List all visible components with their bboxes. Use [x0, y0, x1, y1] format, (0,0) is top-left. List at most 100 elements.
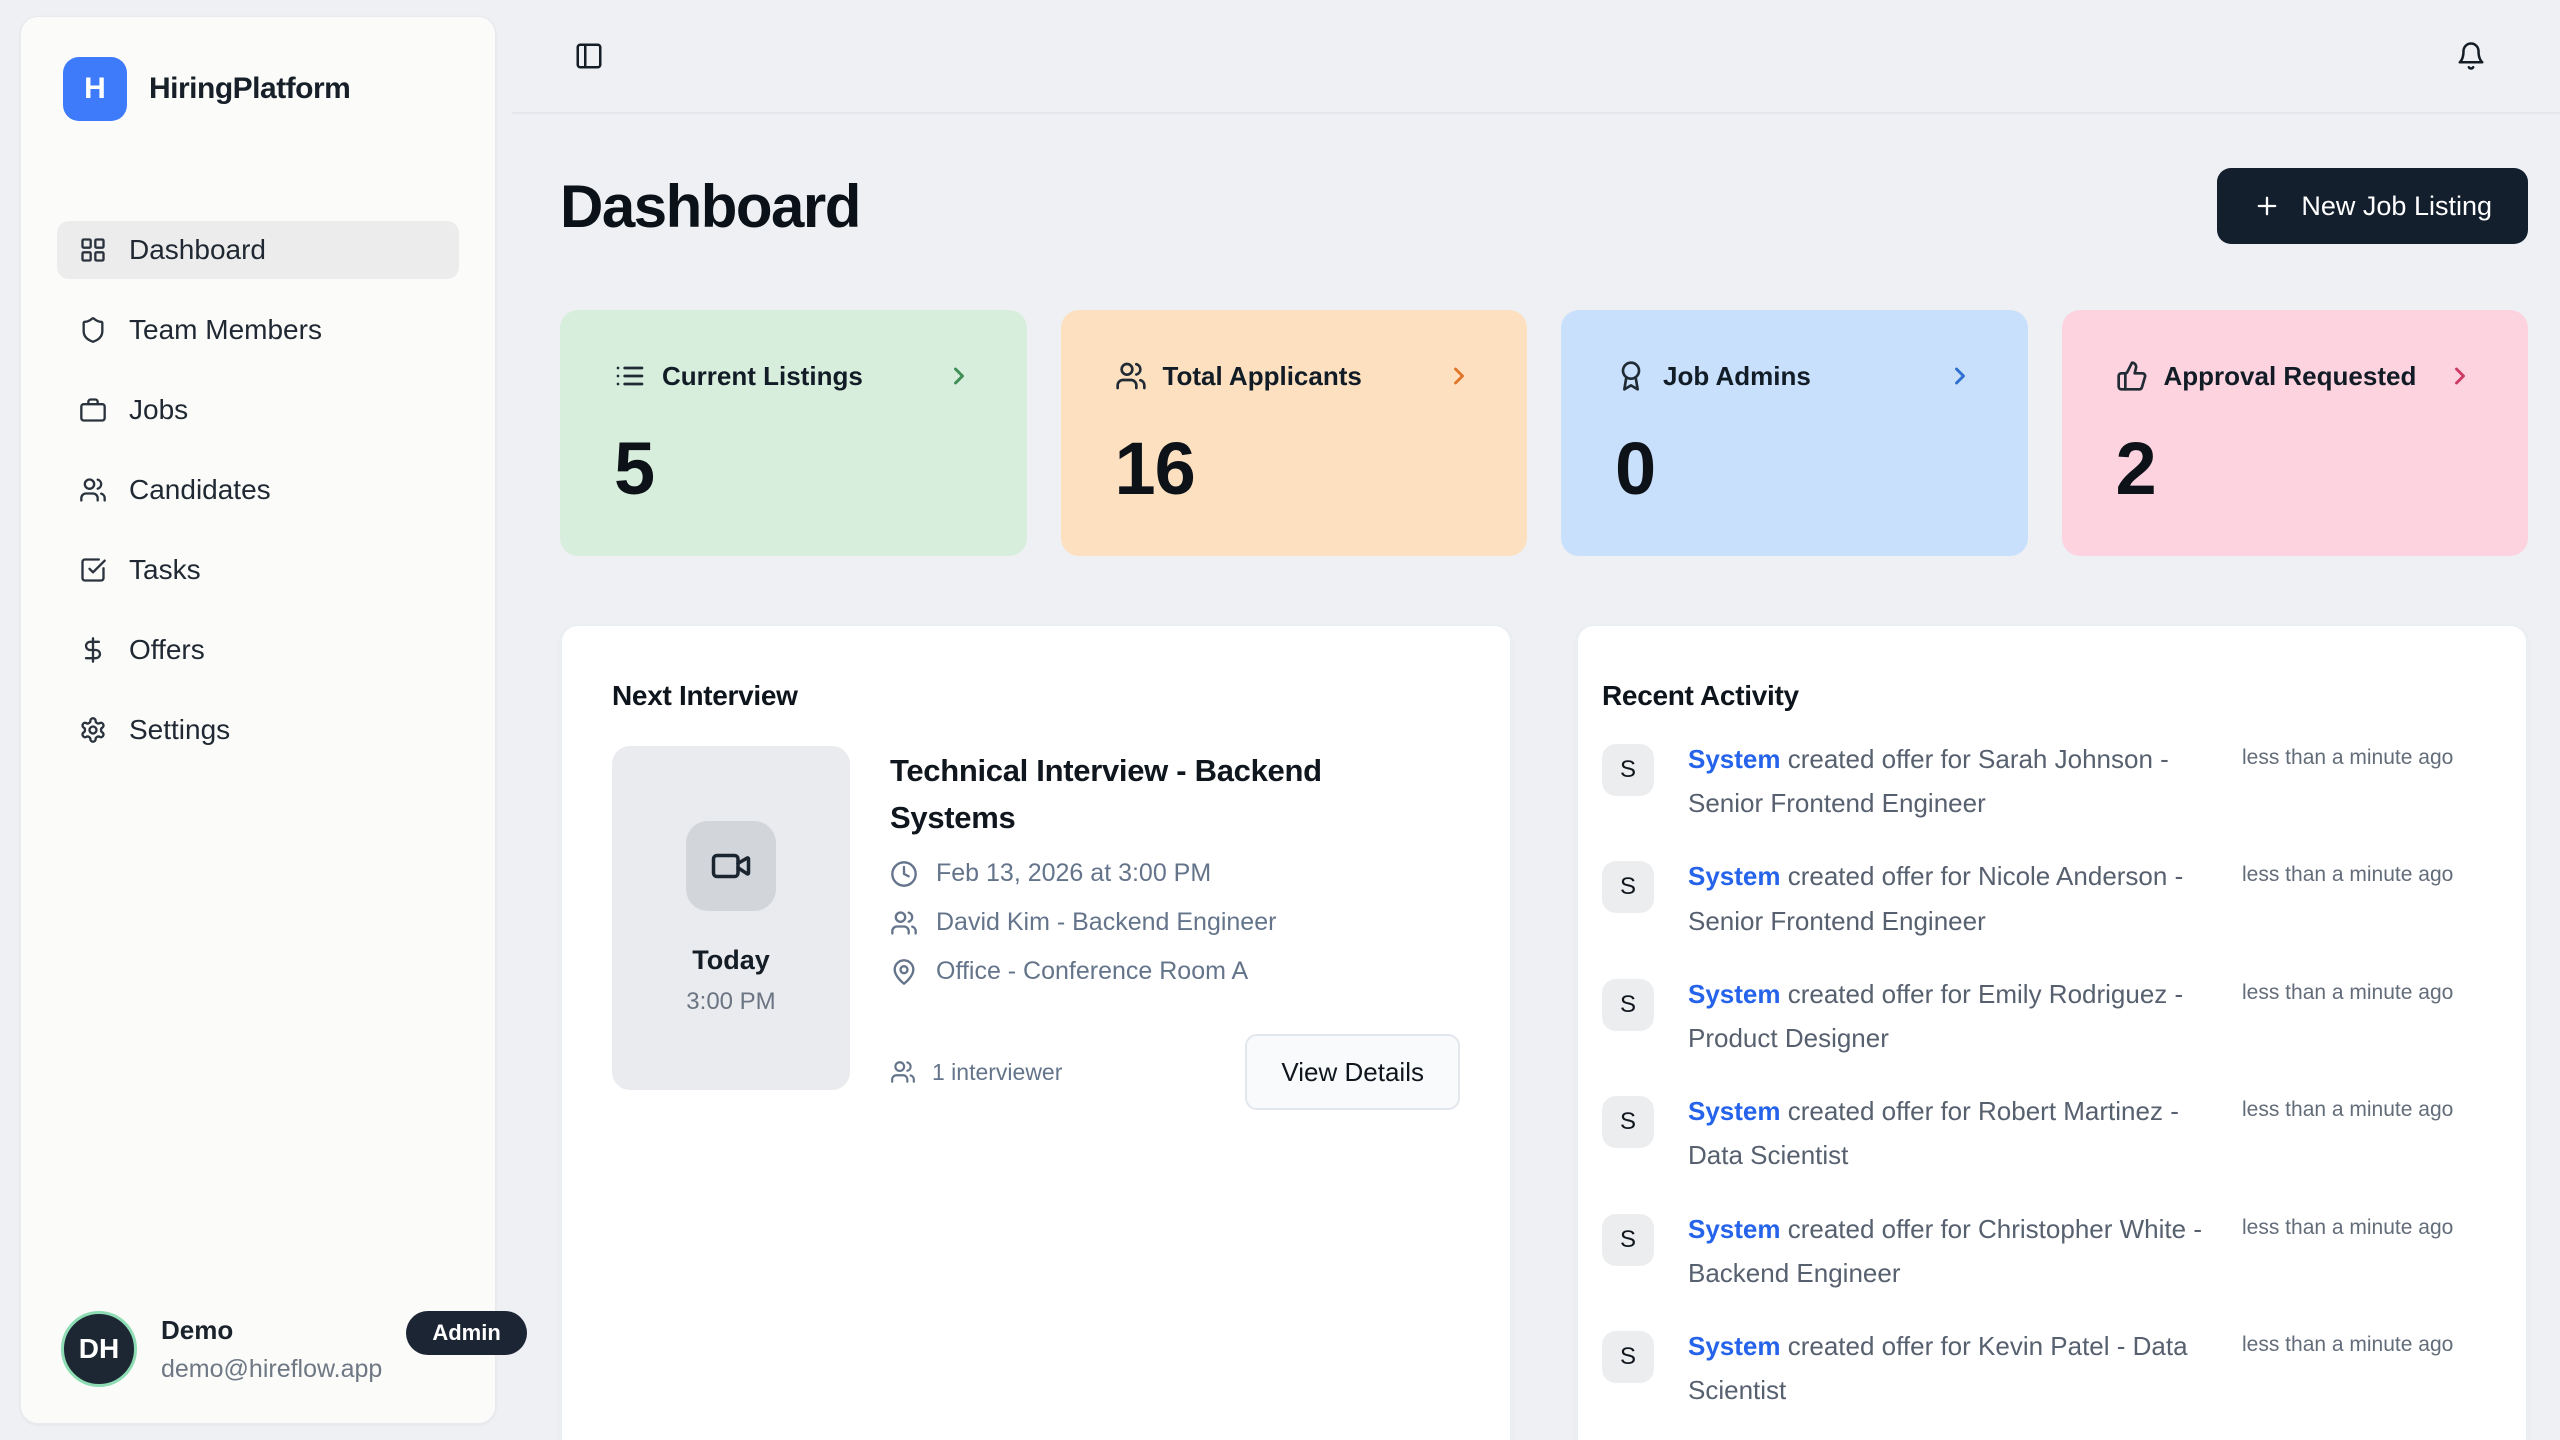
activity-avatar: S [1602, 861, 1654, 914]
chevron-right-icon [1946, 362, 1974, 390]
activity-avatar: S [1602, 1213, 1654, 1266]
activity-avatar: S [1602, 1096, 1654, 1149]
activity-actor-link[interactable]: System [1688, 1330, 1781, 1361]
chevron-right-icon [1445, 362, 1473, 390]
activity-timestamp: less than a minute ago [2242, 980, 2454, 1004]
sidebar-item-label: Tasks [129, 554, 201, 585]
sidebar-item[interactable]: Dashboard [57, 221, 459, 279]
interview-candidate-row: David Kim - Backend Engineer [890, 908, 1460, 937]
sidebar-item-label: Jobs [129, 394, 189, 425]
app-name: HiringPlatform [149, 72, 351, 105]
stat-card[interactable]: Current Listings 5 [560, 310, 1027, 556]
dashboard-content: Dashboard New Job Listing Current Listin… [512, 114, 2560, 1440]
activity-text: System created offer for Christopher Whi… [1688, 1213, 2202, 1288]
interview-date-panel: Today 3:00 PM [612, 746, 850, 1090]
activity-timestamp: less than a minute ago [2242, 1332, 2454, 1356]
stat-card[interactable]: Approval Requested 2 [2061, 310, 2528, 556]
dollar-sign-icon [79, 636, 107, 664]
activity-list: S System created offer for Sarah Johnson… [1602, 744, 2502, 1412]
stat-value: 0 [1615, 427, 1656, 510]
map-pin-icon [890, 958, 918, 986]
sidebar-item[interactable]: Tasks [57, 541, 459, 599]
stat-value: 5 [614, 427, 655, 510]
activity-actor-link[interactable]: System [1688, 1096, 1781, 1127]
activity-item: S System created offer for Sarah Johnson… [1602, 744, 2502, 825]
brand: H HiringPlatform [57, 57, 459, 121]
sidebar-item-label: Dashboard [129, 234, 266, 265]
activity-actor-link[interactable]: System [1688, 1213, 1781, 1244]
stat-label: Current Listings [662, 360, 863, 391]
activity-item: S System created offer for Robert Martin… [1602, 1096, 2502, 1177]
sidebar-item[interactable]: Offers [57, 621, 459, 679]
recent-activity-card: Recent Activity S System created offer f… [1576, 624, 2528, 1440]
activity-item: S System created offer for Emily Rodrigu… [1602, 978, 2502, 1060]
view-details-button[interactable]: View Details [1245, 1034, 1460, 1110]
activity-avatar: S [1602, 744, 1654, 796]
role-badge: Admin [406, 1311, 527, 1355]
stat-value: 16 [1114, 427, 1196, 510]
activity-timestamp: less than a minute ago [2242, 746, 2454, 769]
interview-location-row: Office - Conference Room A [890, 957, 1460, 986]
interview-title: Technical Interview - Backend Systems [890, 753, 1322, 835]
award-icon [1615, 360, 1647, 392]
sidebar-nav: Dashboard Team Members Jobs Candidates T… [57, 221, 459, 759]
clock-icon [890, 860, 918, 888]
next-interview-card: Next Interview Today 3:00 PM Technical I… [560, 624, 1512, 1440]
layout-grid-icon [79, 236, 107, 264]
new-job-listing-button[interactable]: New Job Listing [2217, 168, 2528, 244]
app-logo: H [63, 57, 127, 121]
stat-label: Approval Requested [2163, 360, 2417, 391]
interview-datetime-row: Feb 13, 2026 at 3:00 PM [890, 859, 1460, 888]
user-name: Demo [161, 1314, 234, 1345]
avatar: DH [61, 1311, 137, 1387]
user-profile[interactable]: DH Demo demo@hireflow.app Admin [57, 1311, 527, 1387]
stat-card[interactable]: Job Admins 0 [1561, 310, 2028, 556]
stat-label: Job Admins [1663, 360, 1811, 391]
activity-text: System created offer for Sarah Johnson -… [1688, 744, 2169, 819]
activity-timestamp: less than a minute ago [2242, 1098, 2454, 1122]
sidebar-item-label: Team Members [129, 314, 322, 345]
activity-avatar: S [1602, 1330, 1654, 1383]
stat-label: Total Applicants [1162, 360, 1362, 391]
sidebar-toggle-icon[interactable] [574, 41, 604, 71]
activity-timestamp: less than a minute ago [2242, 863, 2454, 887]
main-area: Dashboard New Job Listing Current Listin… [512, 0, 2560, 1440]
check-square-icon [79, 556, 107, 584]
stat-value: 2 [2115, 427, 2157, 510]
sidebar-item-label: Settings [129, 714, 231, 745]
user-email: demo@hireflow.app [161, 1354, 383, 1383]
activity-actor-link[interactable]: System [1688, 744, 1781, 774]
sidebar-item[interactable]: Team Members [57, 301, 459, 359]
activity-item: S System created offer for Kevin Patel -… [1602, 1330, 2502, 1412]
sidebar-item[interactable]: Settings [57, 701, 459, 759]
interview-day: Today [692, 944, 770, 975]
recent-activity-title: Recent Activity [1602, 680, 1799, 711]
stat-card[interactable]: Total Applicants 16 [1060, 310, 1527, 556]
activity-actor-link[interactable]: System [1688, 978, 1781, 1009]
interviewer-count: 1 interviewer [890, 1059, 1062, 1086]
chevron-right-icon [2446, 362, 2474, 390]
notifications-bell-icon[interactable] [2456, 41, 2486, 71]
activity-text: System created offer for Nicole Anderson… [1688, 861, 2184, 936]
users-icon [890, 1059, 916, 1085]
users-icon [1115, 360, 1147, 392]
activity-item: S System created offer for Christopher W… [1602, 1213, 2502, 1295]
sidebar-item-label: Candidates [129, 474, 271, 505]
activity-actor-link[interactable]: System [1688, 861, 1781, 892]
sidebar-item[interactable]: Candidates [57, 461, 459, 519]
video-camera-icon [710, 845, 752, 887]
settings-icon [79, 716, 107, 744]
page-title: Dashboard [560, 172, 861, 240]
list-icon [614, 360, 646, 392]
chevron-right-icon [945, 362, 973, 390]
activity-avatar: S [1602, 978, 1654, 1031]
briefcase-icon [79, 396, 107, 424]
activity-text: System created offer for Kevin Patel - D… [1688, 1330, 2188, 1406]
stat-cards: Current Listings 5 Total Applicants 16 [560, 310, 2528, 556]
users-icon [79, 476, 107, 504]
sidebar-item[interactable]: Jobs [57, 381, 459, 439]
shield-icon [79, 316, 107, 344]
sidebar: H HiringPlatform Dashboard Team Members … [20, 16, 527, 1424]
activity-timestamp: less than a minute ago [2242, 1215, 2454, 1239]
activity-text: System created offer for Robert Martinez… [1688, 1096, 2179, 1171]
